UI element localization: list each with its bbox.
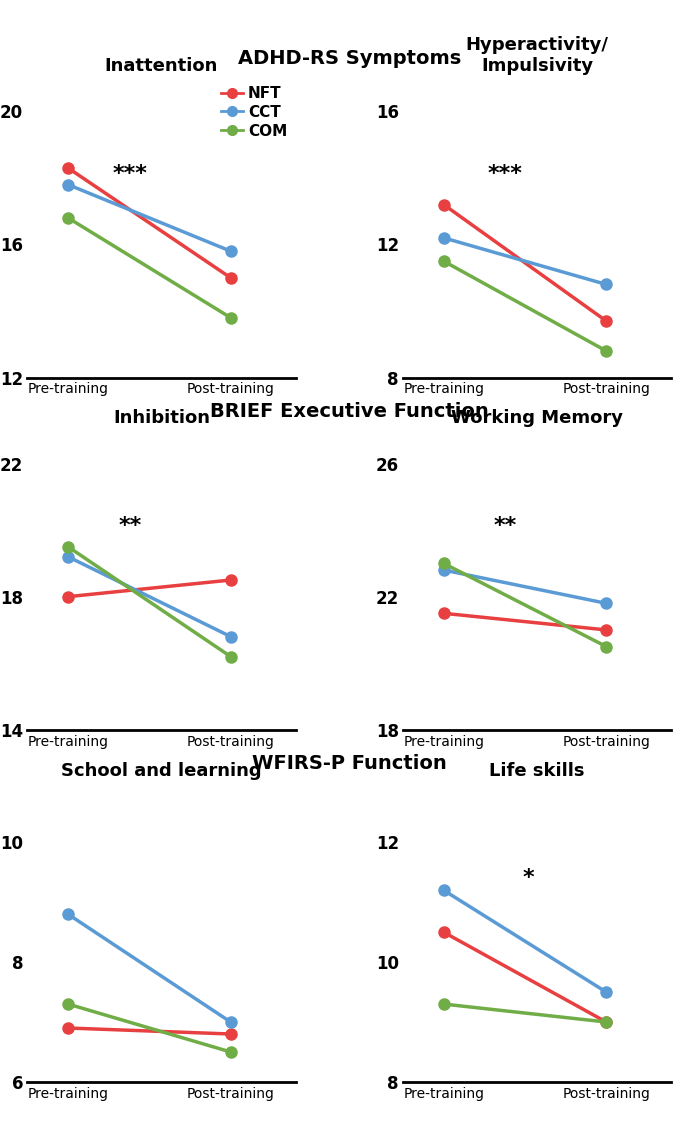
Title: Hyperactivity/
Impulsivity: Hyperactivity/ Impulsivity [466,36,609,76]
Title: Inhibition: Inhibition [113,409,210,427]
Title: Inattention: Inattention [105,57,219,76]
Text: ***: *** [488,163,523,184]
Text: ADHD-RS Symptoms: ADHD-RS Symptoms [238,50,461,69]
Title: School and learning: School and learning [61,762,262,780]
Title: Life skills: Life skills [489,762,585,780]
Text: WFIRS-P Function: WFIRS-P Function [252,754,447,773]
Text: ***: *** [112,163,147,184]
Legend: NFT, CCT, COM: NFT, CCT, COM [214,80,293,144]
Text: **: ** [494,516,517,536]
Title: Working Memory: Working Memory [451,409,623,427]
Text: *: * [523,868,534,888]
Text: **: ** [119,516,142,536]
Text: BRIEF Executive Function: BRIEF Executive Function [210,401,488,420]
